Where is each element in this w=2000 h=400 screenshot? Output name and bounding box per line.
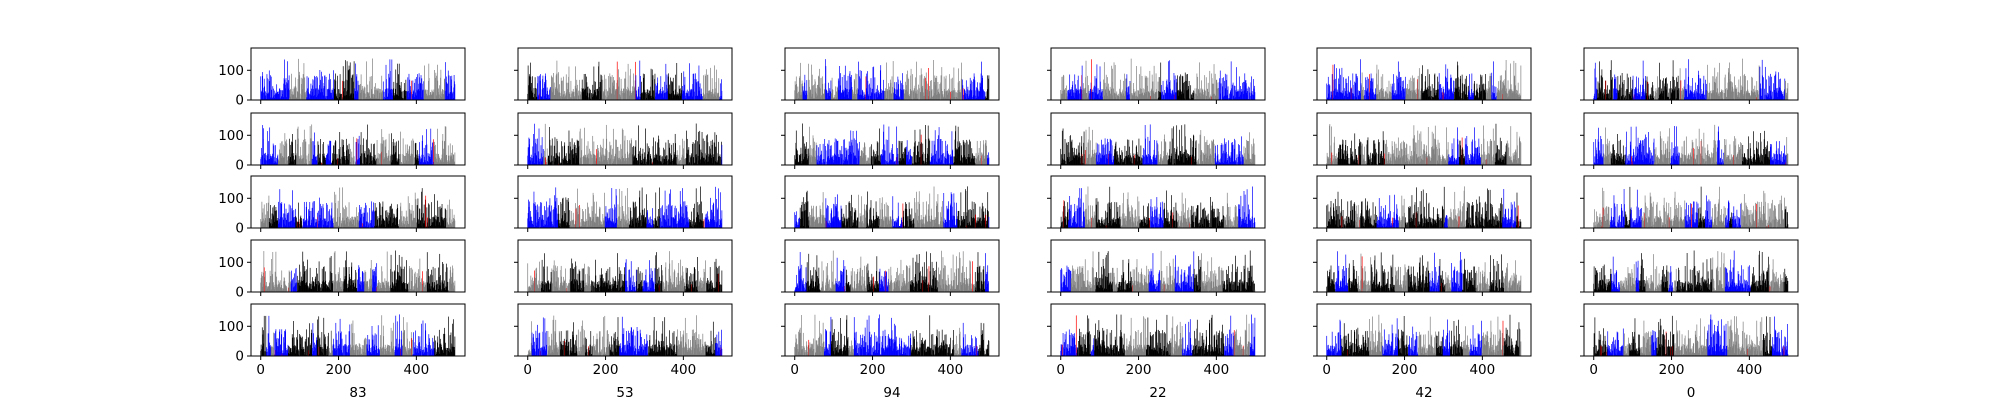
bars [1593,58,1789,100]
y-tick-label: 0 [235,158,244,174]
panel-r2-c2 [514,112,733,169]
y-tick-label: 100 [218,128,244,144]
bars [527,123,723,165]
panel-r1-c3 [781,47,1000,104]
y-tick-label: 100 [218,63,244,79]
bars [1060,124,1256,165]
panel-r1-c2 [514,47,733,104]
panel-r2-c3 [781,112,1000,169]
bars [794,123,990,165]
panel-r2-c4 [1047,112,1266,169]
axes-frame [784,112,1000,166]
axes-frame [784,47,1000,101]
bars [1060,58,1256,100]
axes-frame [1050,47,1266,101]
axes-frame [250,47,466,101]
panel-r2-c5 [1313,112,1532,169]
axes-frame [250,112,466,166]
bars [1326,123,1522,165]
axes-frame [1583,47,1799,101]
bars [260,124,456,165]
bars [260,58,456,100]
panel-r1-c5 [1313,47,1532,104]
axes-frame [517,112,733,166]
bars [527,60,723,100]
panel-r1-c1: 0 100 [218,47,466,109]
panel-r1-c6 [1580,47,1799,104]
axes-frame [1316,47,1532,101]
axes-frame [1050,112,1266,166]
bars [1326,59,1522,100]
bars [794,59,990,100]
panel-r2-c1: 0 100 [218,112,466,174]
axes-frame [517,47,733,101]
panel-r1-c4 [1047,47,1266,104]
y-tick-label: 0 [235,93,244,109]
